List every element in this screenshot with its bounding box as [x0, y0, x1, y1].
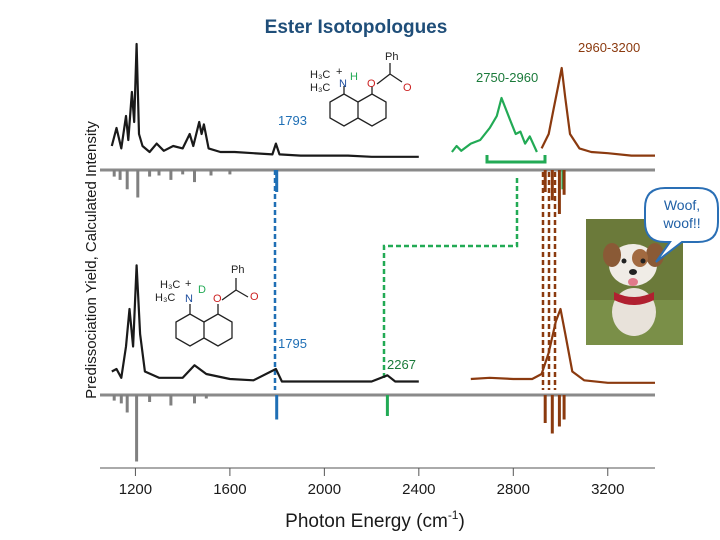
series-bottom-experiment_ch-4 — [470, 307, 655, 384]
annotation-2750-2960: 2750-2960 — [476, 70, 538, 85]
connector-green — [382, 178, 519, 380]
molecule-bottom-d: D — [198, 284, 206, 296]
molecule-top: N O H₃C H₃C + H Ph O — [310, 51, 412, 127]
x-axis-label-main: Photon Energy (cm — [285, 511, 448, 532]
dog-tongue — [628, 278, 638, 286]
molecule-top-h: H — [350, 71, 358, 83]
series-bottom-experiment-3 — [111, 264, 419, 383]
dog-eye-left — [621, 258, 627, 264]
annotation-1795: 1795 — [278, 336, 307, 351]
speech-bubble: Woof, woof!! — [644, 187, 719, 263]
x-tick-label-3200: 3200 — [591, 481, 624, 498]
annotation-2267: 2267 — [387, 357, 416, 372]
dog-photo — [586, 219, 683, 345]
speech-bubble-line1: Woof, — [664, 197, 700, 213]
dog-ear-right — [646, 243, 664, 267]
molecule-bottom-n: N — [185, 293, 193, 305]
dog-patch — [632, 249, 648, 267]
series-top-experiment_cd-1 — [451, 96, 538, 153]
molecule-bottom-ph: Ph — [231, 264, 244, 276]
molecule-top-ester — [376, 63, 403, 85]
series-top-experiment-0 — [110, 42, 419, 158]
annotation-1793: 1793 — [278, 113, 307, 128]
dog-icon — [603, 243, 664, 336]
x-axis-label-unit: -1 — [448, 508, 459, 522]
chart-title: Ester Isotopologues — [265, 17, 448, 38]
y-axis-label: Predissociation Yield, Calculated Intens… — [83, 121, 100, 399]
molecule-bottom-me1: H₃C — [160, 279, 180, 291]
molecule-top-me1: H₃C — [310, 69, 330, 81]
molecule-bottom: N O H₃C H₃C + D Ph O — [155, 264, 259, 347]
x-tick-label-2400: 2400 — [402, 481, 435, 498]
molecule-top-ph: Ph — [385, 51, 398, 63]
x-tick-label-2800: 2800 — [497, 481, 530, 498]
molecule-top-plus: + — [336, 66, 342, 78]
connector-lines — [273, 170, 557, 390]
molecule-top-o2: O — [403, 82, 412, 94]
x-axis-label-close: ) — [458, 511, 464, 532]
molecule-top-n: N — [339, 78, 347, 90]
x-tick-label-2000: 2000 — [308, 481, 341, 498]
annotation-2960-3200: 2960-3200 — [578, 40, 640, 55]
molecule-top-me2: H₃C — [310, 82, 330, 94]
molecule-bottom-ester — [221, 278, 249, 301]
x-tick-label-1600: 1600 — [213, 481, 246, 498]
molecule-top-o1: O — [367, 78, 376, 90]
x-tick-label-1200: 1200 — [119, 481, 152, 498]
dog-harness — [614, 292, 654, 305]
speech-bubble-shape — [644, 187, 719, 263]
dog-eye-right — [640, 258, 646, 264]
cd-band-bracket — [485, 155, 547, 164]
x-axis-ticks: 1200 1600 2000 2400 2800 3200 — [119, 468, 624, 498]
molecule-bottom-o1: O — [213, 293, 222, 305]
speech-bubble-line2: woof!! — [662, 215, 700, 231]
molecule-top-rings — [329, 86, 387, 127]
x-axis-label: Photon Energy (cm-1) — [285, 508, 465, 532]
dog-ear-left — [603, 243, 621, 267]
molecule-bottom-o2: O — [250, 291, 259, 303]
series-top-experiment_ch-2 — [540, 66, 655, 157]
dog-nose — [629, 269, 637, 275]
molecule-bottom-me2: H₃C — [155, 292, 175, 304]
molecule-bottom-rings — [175, 304, 233, 347]
molecule-bottom-plus: + — [185, 278, 191, 290]
series-layer — [110, 42, 655, 462]
